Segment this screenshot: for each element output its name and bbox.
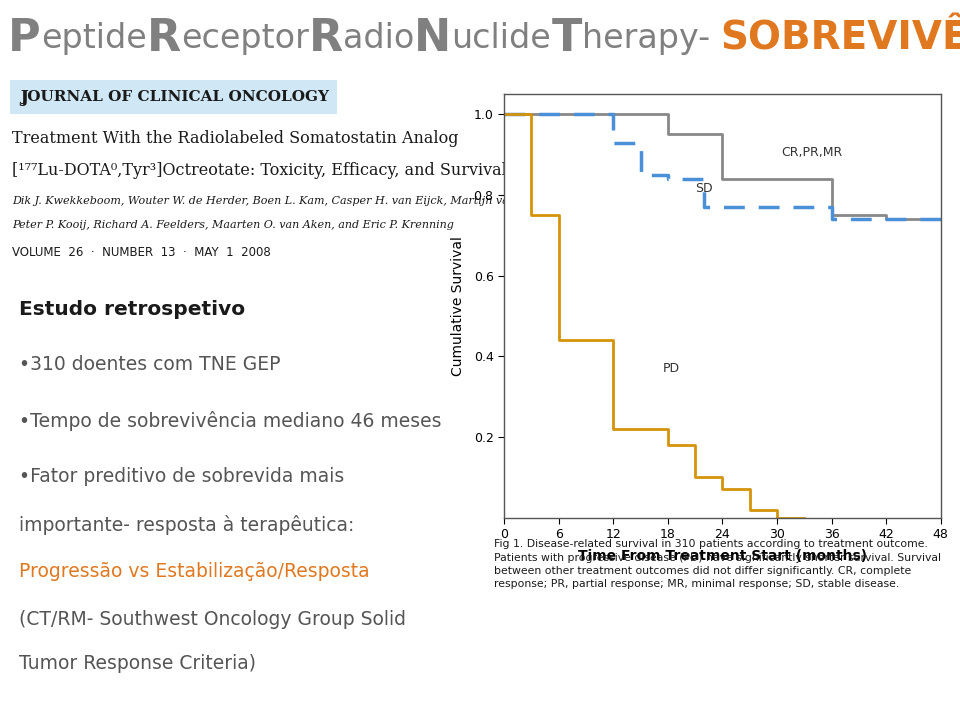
Text: Fig 1. Disease-related survival in 310 patients according to treatment outcome.
: Fig 1. Disease-related survival in 310 p… <box>494 539 942 589</box>
Text: VOLUME  26  ·  NUMBER  13  ·  MAY  1  2008: VOLUME 26 · NUMBER 13 · MAY 1 2008 <box>12 246 271 259</box>
Text: Progressão vs Estabilização/Resposta: Progressão vs Estabilização/Resposta <box>19 563 370 581</box>
Text: T: T <box>551 17 582 59</box>
Text: importante- resposta à terapêutica:: importante- resposta à terapêutica: <box>19 515 354 534</box>
Text: [¹⁷⁷Lu-DOTA⁰,Tyr³]Octreotate: Toxicity, Efficacy, and Survival: [¹⁷⁷Lu-DOTA⁰,Tyr³]Octreotate: Toxicity, … <box>12 162 507 180</box>
Text: N: N <box>415 17 451 59</box>
Text: Peter P. Kooij, Richard A. Feelders, Maarten O. van Aken, and Eric P. Krenning: Peter P. Kooij, Richard A. Feelders, Maa… <box>12 219 454 230</box>
Text: R: R <box>308 17 343 59</box>
X-axis label: Time From Treatment Start (months): Time From Treatment Start (months) <box>578 550 867 563</box>
Text: R: R <box>147 17 180 59</box>
Text: Dik J. Kwekkeboom, Wouter W. de Herder, Boen L. Kam, Casper H. van Eijck, Martij: Dik J. Kwekkeboom, Wouter W. de Herder, … <box>12 196 557 206</box>
Text: •310 doentes com TNE GEP: •310 doentes com TNE GEP <box>19 355 280 374</box>
Text: eptide: eptide <box>40 22 147 54</box>
Text: •Tempo de sobrevivência mediano 46 meses: •Tempo de sobrevivência mediano 46 meses <box>19 411 442 431</box>
Text: eceptor: eceptor <box>180 22 308 54</box>
Text: adio: adio <box>343 22 415 54</box>
Y-axis label: Cumulative Survival: Cumulative Survival <box>451 236 466 376</box>
Text: •Fator preditivo de sobrevida mais: •Fator preditivo de sobrevida mais <box>19 467 345 486</box>
Text: JOURNAL OF CLINICAL ONCOLOGY: JOURNAL OF CLINICAL ONCOLOGY <box>20 90 329 104</box>
Text: PD: PD <box>663 362 681 375</box>
Text: (CT/RM- Southwest Oncology Group Solid: (CT/RM- Southwest Oncology Group Solid <box>19 610 406 629</box>
Text: J: J <box>20 88 28 106</box>
Text: Tumor Response Criteria): Tumor Response Criteria) <box>19 654 256 673</box>
Text: P: P <box>8 17 40 59</box>
Text: SD: SD <box>695 182 712 195</box>
Text: SOBREVIVÊNCIA: SOBREVIVÊNCIA <box>720 19 960 57</box>
Text: Treatment With the Radiolabeled Somatostatin Analog: Treatment With the Radiolabeled Somatost… <box>12 130 459 147</box>
Text: Estudo retrospetivo: Estudo retrospetivo <box>19 300 246 319</box>
Text: herapy-: herapy- <box>582 22 720 54</box>
Text: CR,PR,MR: CR,PR,MR <box>781 146 843 159</box>
FancyBboxPatch shape <box>7 80 337 114</box>
Text: uclide: uclide <box>451 22 551 54</box>
